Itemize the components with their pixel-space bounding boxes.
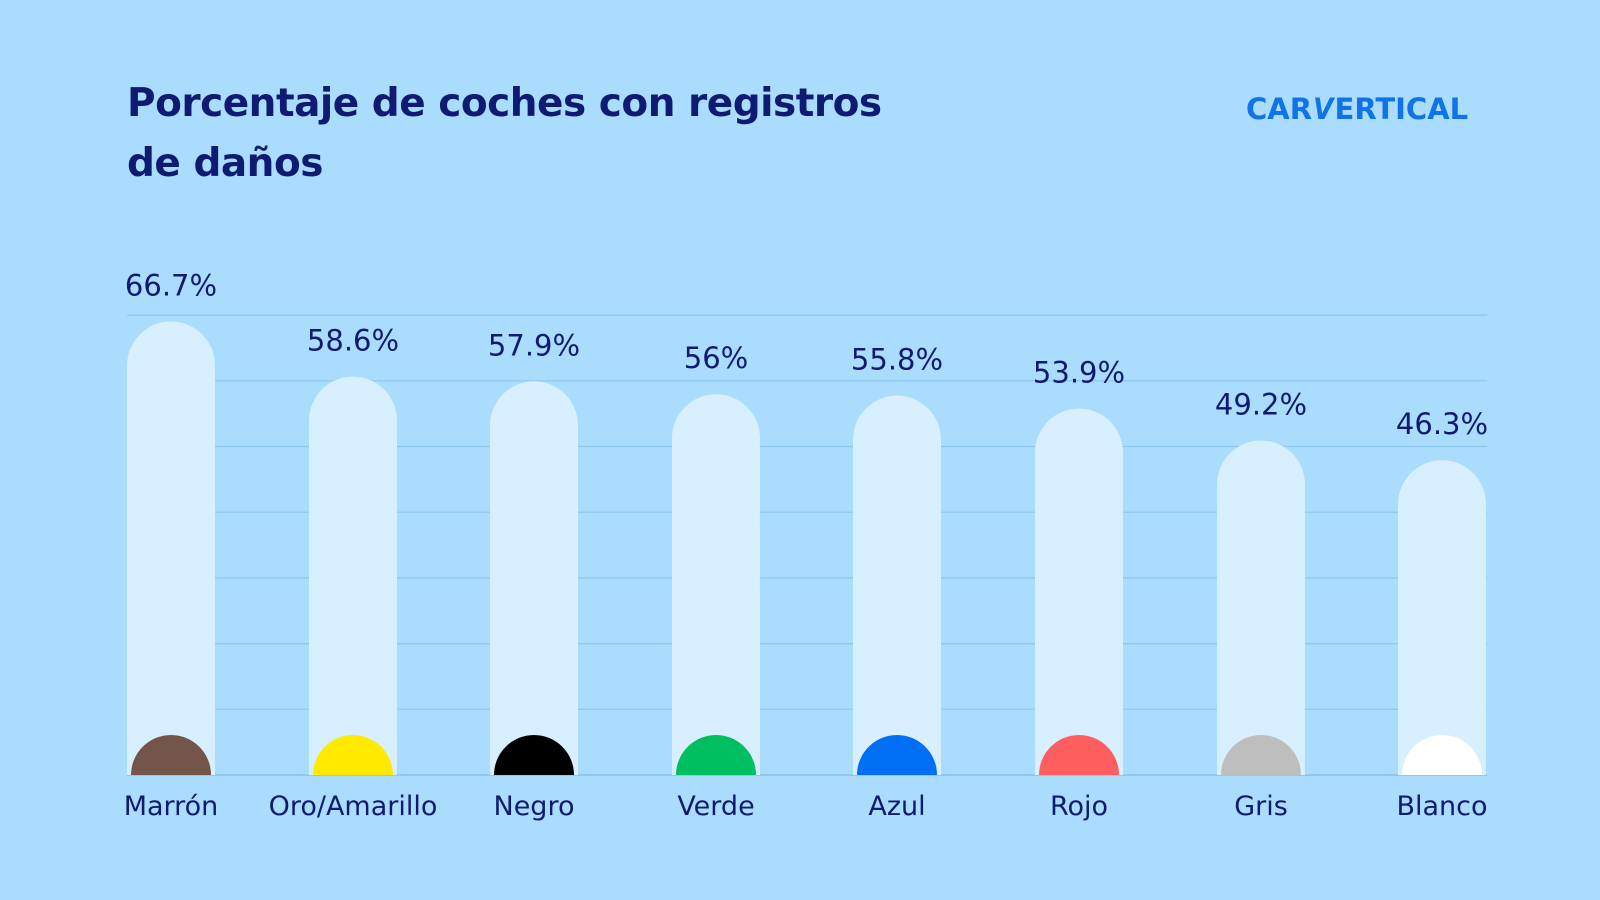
color-marker [676, 735, 756, 775]
category-labels: Marrón Oro/Amarillo Negro Verde Azul Rojo Gris… [124, 791, 1488, 822]
category-label: Verde [677, 791, 754, 822]
carvertical-logo: CARVERTICAL [1246, 92, 1468, 126]
value-label: 66.7% [125, 268, 217, 302]
logo-text-v: V [1313, 92, 1334, 126]
category-label: Azul [868, 791, 925, 822]
color-marker [1221, 735, 1301, 775]
value-label: 58.6% [307, 324, 399, 358]
value-label: 53.9% [1033, 355, 1125, 389]
category-label: Blanco [1396, 791, 1487, 822]
color-marker [1039, 735, 1119, 775]
bar [853, 395, 941, 775]
value-label: 56% [684, 341, 748, 375]
bar [127, 321, 215, 775]
category-label: Oro/Amarillo [269, 791, 438, 822]
value-label: 57.9% [488, 328, 580, 362]
value-label: 49.2% [1215, 387, 1307, 421]
bar [672, 394, 760, 775]
bars [127, 321, 1486, 775]
category-label: Rojo [1050, 791, 1108, 822]
bar [490, 381, 578, 775]
color-marker [494, 735, 574, 775]
color-marker [857, 735, 937, 775]
bar [309, 376, 397, 775]
bar [1398, 460, 1486, 775]
logo-text-ertical: ERTICAL [1334, 92, 1469, 126]
value-label: 46.3% [1396, 407, 1488, 441]
category-label: Negro [494, 791, 575, 822]
value-label: 55.8% [851, 343, 943, 377]
chart-title: Porcentaje de coches con registros de da… [127, 81, 882, 186]
bar [1217, 440, 1305, 775]
bar [1035, 408, 1123, 775]
color-marker [313, 735, 393, 775]
category-label: Gris [1234, 791, 1288, 822]
category-label: Marrón [124, 791, 219, 822]
value-labels: 66.7% 58.6% 57.9% 56% 55.8% 53.9% 49.2% 46.3% [125, 268, 1488, 441]
color-marker [131, 735, 211, 775]
color-markers [131, 735, 1482, 775]
logo-text-car: CAR [1246, 92, 1313, 126]
color-marker [1402, 735, 1482, 775]
